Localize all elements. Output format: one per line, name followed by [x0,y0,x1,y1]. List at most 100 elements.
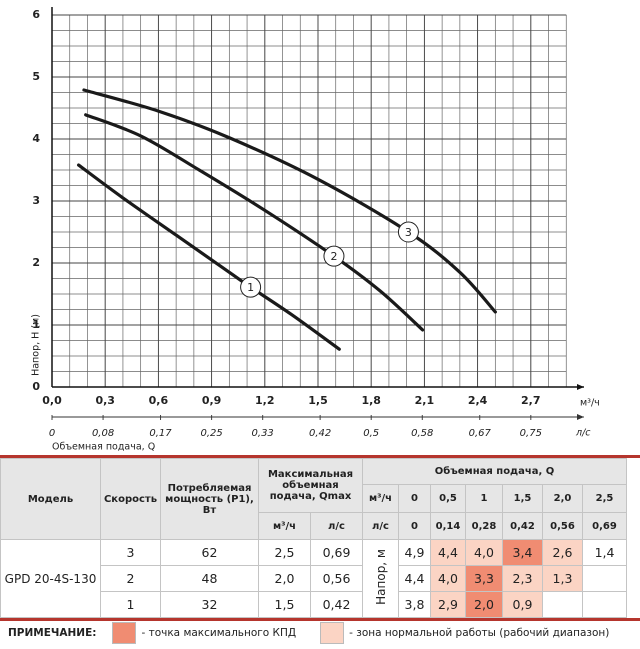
x-tick-label: 2,4 [468,394,488,407]
x2-tick-label: 0,67 [469,428,492,439]
y-tick-label: 2 [32,256,40,269]
curve [76,163,341,351]
x-tick-label: 1,5 [308,394,328,407]
x-axis-arrow [576,384,584,390]
x-tick-label: 1,2 [255,394,275,407]
x-tick-label: 0,3 [95,394,115,407]
speed-cell: 1 [100,591,161,618]
head-cell: 4,0 [465,539,503,566]
speed-cell: 3 [100,539,161,566]
header-speed: Скорость [100,458,161,540]
header-flow-ls: 0,42 [502,512,543,540]
header-qmax-unit: л/с [310,512,363,540]
note: ПРИМЕЧАНИЕ: - точка максимального КПД - з… [8,622,609,644]
power-cell: 48 [160,565,259,592]
x2-tick-label: 0,5 [363,428,379,439]
power-cell: 62 [160,539,259,566]
chart: Напор, H (м) Объемная подача, Q м³/ч л/с… [31,7,600,453]
header-flow-m3h: м³/ч [362,484,399,513]
x2-unit: л/с [575,428,591,439]
head-cell [542,591,583,618]
model-cell: GPD 20-4S-130 [0,539,101,618]
y-tick-label: 3 [32,194,40,207]
y-tick-label: 1 [32,318,40,331]
x2-tick-label: 0 [49,428,55,439]
head-cell: 2,6 [542,539,583,566]
head-cell: 4,4 [430,539,466,566]
curve-label: 1 [247,281,254,294]
x2-tick-label: 0,17 [149,428,172,439]
curve [82,88,497,314]
x-axis-label: Объемная подача, Q [52,442,155,453]
y-tick-label: 0 [32,380,40,393]
curve-label-circle [323,245,345,267]
header-flow-ls: 0,56 [542,512,583,540]
table-row: 1 32 1,5 0,42 3,8 2,9 2,0 0,9 [1,591,628,618]
head-cell [581,565,628,592]
head-label: Напор, м [373,549,388,605]
head-cell: 3,3 [465,565,503,592]
note-swatch [320,622,345,644]
x2-tick-label: 0,42 [309,428,331,439]
head-cell [581,591,628,618]
header-flow-m3h: 1 [465,484,503,513]
x-tick-label: 0,9 [202,394,222,407]
x-tick-label: 1,8 [361,394,381,407]
qmax-ls-cell: 0,56 [310,565,363,592]
head-cell: 4,0 [430,565,466,592]
x2-axis-arrow [576,414,584,420]
table-row: 2 48 2,0 0,56 4,4 4,0 3,3 2,3 1,3 [1,565,628,592]
header-flow-ls: 0 [398,512,431,540]
header-flow-m3h: 0,5 [430,484,466,513]
header-flow-m3h: 2,0 [542,484,583,513]
x-tick-label: 2,1 [415,394,435,407]
y-axis-label: Напор, H (м) [31,314,42,376]
header-power: Потребляемая мощность (P1), Вт [160,458,259,540]
header-flow: Объемная подача, Q [361,458,628,485]
power-cell: 32 [160,591,259,618]
header-qmax: Максимальная объемная подача, Qmax [258,458,363,513]
head-cell: 4,9 [398,539,431,566]
qmax-m3h-cell: 1,5 [258,591,311,618]
y-tick-label: 5 [32,70,40,83]
x2-tick-label: 0,58 [411,428,433,439]
head-cell: 2,3 [502,565,543,592]
y-tick-label: 4 [32,132,40,145]
curve-label-circle [397,221,419,243]
header-flow-ls: 0,69 [581,512,628,540]
qmax-ls-cell: 0,69 [310,539,363,566]
speed-cell: 2 [100,565,161,592]
head-cell: 3,4 [502,539,543,566]
qmax-m3h-cell: 2,0 [258,565,311,592]
curve-label-circle [240,276,262,298]
qmax-m3h-cell: 2,5 [258,539,311,566]
header-flow-ls: 0,28 [465,512,503,540]
table-wrap: Модель Скорость Потребляемая мощность (P… [0,455,640,621]
head-cell: 4,4 [398,565,431,592]
header-flow-ls: л/с [362,512,399,540]
x-tick-label: 2,7 [521,394,541,407]
head-cell: 0,9 [502,591,543,618]
head-cell: 1,3 [542,565,583,592]
x2-tick-label: 0,08 [92,428,114,439]
header-flow-m3h: 1,5 [502,484,543,513]
header-flow-ls: 0,14 [430,512,466,540]
header-qmax-unit: м³/ч [258,512,311,540]
header-model: Модель [0,458,101,540]
qmax-ls-cell: 0,42 [310,591,363,618]
head-cell: 2,0 [465,591,503,618]
curve-label: 2 [330,250,337,263]
head-label-cell: Напор, м [362,539,399,618]
header-flow-m3h: 2,5 [581,484,628,513]
x2-tick-label: 0,25 [200,428,222,439]
x-unit: м³/ч [580,398,600,409]
y-tick-label: 6 [32,8,40,21]
x-tick-label: 0,0 [42,394,62,407]
note-text: - зона нормальной работы (рабочий диапаз… [349,627,610,639]
x-tick-label: 0,6 [149,394,169,407]
table: Модель Скорость Потребляемая мощность (P… [0,458,628,618]
note-swatch [112,622,137,644]
table-row: GPD 20-4S-130 3 62 2,5 0,69 Напор, м 4,9 4,4 4,0… [0,539,628,618]
head-cell: 1,4 [581,539,628,566]
